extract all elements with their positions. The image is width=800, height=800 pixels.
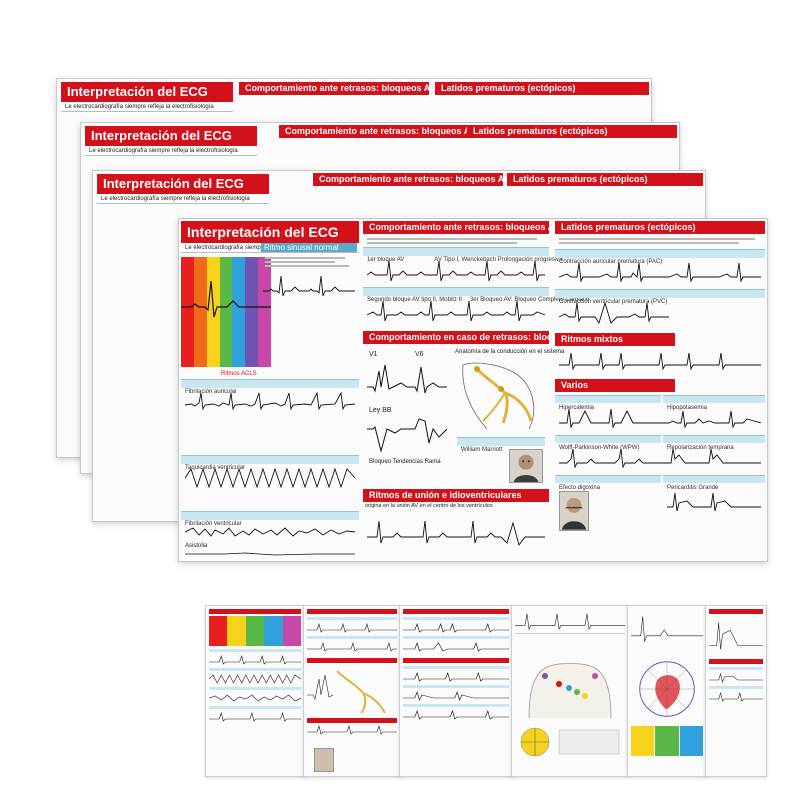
- sinus-panel: Interpretación del ECG Le electrocardiog…: [181, 221, 359, 561]
- av-block-title: Comportamiento ante retrasos: bloqueos A…: [313, 173, 503, 186]
- av-block-panel: Comportamiento ante retrasos: bloqueos A…: [313, 173, 503, 186]
- marriott-band: William Marriott: [457, 437, 545, 453]
- av-block-panel: Comportamiento ante retrasos: bloqueos A…: [279, 125, 469, 138]
- early-repol-band: Repolarización temprana: [663, 435, 765, 451]
- vt-band: Taquicardia ventricular: [181, 455, 359, 471]
- sheet-subtitle: Le electrocardiografía siempre refleja l…: [85, 146, 257, 156]
- rbbb-label: Bloqueo Tendencias Rama: [369, 459, 441, 465]
- junctional-trace: [367, 517, 545, 547]
- sinus-trace: [263, 273, 355, 299]
- premature-title: Latidos prematuros (ectópicos): [467, 125, 677, 138]
- sinus-panel: Interpretación del ECG Le electrocardiog…: [61, 82, 233, 112]
- pac-trace: [559, 261, 761, 283]
- lbbb-trace: [367, 415, 447, 455]
- sheet-title: Interpretación del ECG: [61, 82, 233, 102]
- av-row1-right: AV Tipo I, Wenckebach Prolongación progr…: [434, 257, 563, 263]
- william-marriott-portrait: [509, 449, 543, 483]
- mixed-trace: [559, 351, 761, 371]
- acls-label: Ritmos ACLS: [221, 371, 257, 377]
- wpw-band: Wolff-Parkinson-White (WPW): [555, 435, 661, 451]
- premature-panel: Latidos prematuros (ectópicos): [507, 173, 703, 186]
- sinus-detail-panel: Ritmo sinusal normal: [261, 243, 357, 373]
- av-row1-trace: [367, 259, 545, 283]
- premature-title: Latidos prematuros (ectópicos): [507, 173, 703, 186]
- sheet-subtitle: Le electrocardiografía siempre refleja l…: [61, 102, 233, 112]
- electrolyte-trace: [559, 407, 761, 429]
- vf-trace: [185, 523, 355, 541]
- fibrilation-band: Fibrilación auricular: [181, 379, 359, 395]
- av-block-panel: Comportamiento ante retrasos: bloqueos A…: [239, 82, 429, 95]
- thumbnail-av-blocks[interactable]: [303, 605, 401, 777]
- premature-panel: Latidos prematuros (ectópicos) Contracci…: [555, 221, 765, 561]
- lead-v6-label: V6: [415, 351, 424, 358]
- sinus-panel: Interpretación del ECG Le electrocardiog…: [97, 174, 269, 204]
- junctional-title: Ritmos de unión e idioventriculares: [363, 489, 549, 502]
- thumbnail-stemi[interactable]: [705, 605, 767, 777]
- lead-v1-label: V1: [369, 351, 378, 358]
- rhythms-mixed-title: Ritmos mixtos: [555, 333, 675, 346]
- premature-panel: Latidos prematuros (ectópicos): [467, 125, 677, 138]
- pericarditis-label: Pericarditis Grande: [667, 485, 719, 491]
- sinus-spectrum-trace: [181, 277, 271, 323]
- hyperkalemia-label: Hipercalemia: [559, 405, 595, 411]
- hyperkalemia-band: Hipercalemia: [555, 395, 661, 411]
- pac-label: Contracción auricular prematura (PAC): [559, 259, 663, 265]
- pericarditis-trace: [667, 491, 761, 515]
- thumbnail-ecg-interpretation[interactable]: [205, 605, 305, 777]
- av-row2-left: Segundo bloque AV tipo II, Mobitz II: [367, 297, 462, 303]
- digoxin-band: Efecto digoxina: [555, 475, 661, 491]
- sheet-title: Interpretación del ECG: [85, 126, 257, 146]
- wpw-label: Wolff-Parkinson-White (WPW): [559, 445, 640, 451]
- vf-band: Fibrilación ventricular: [181, 511, 359, 527]
- av-row2-right: 3er Bloqueo AV: Bloqueo Completo Cardiac…: [469, 297, 590, 303]
- pvc-label: Contracción ventricular prematura (PVC): [559, 299, 668, 305]
- av-row1-left: 1er bloque AV: [367, 257, 405, 263]
- lbbb-label: Ley BB: [369, 407, 392, 414]
- premature-title: Latidos prematuros (ectópicos): [435, 82, 649, 95]
- av-block-title: Comportamiento ante retrasos: bloqueos A…: [279, 125, 469, 138]
- pvc-band: Contracción ventricular prematura (PVC): [555, 289, 765, 305]
- sinus-label: Ritmo sinusal normal: [261, 243, 357, 252]
- sheet-subtitle: Le electrocardiografía siempre refleja l…: [97, 194, 269, 204]
- thumbnail-premature-beats[interactable]: [399, 605, 513, 777]
- chart-sheet-front: Interpretación del ECG Le electrocardiog…: [178, 218, 768, 562]
- rbbb-trace: [367, 361, 447, 401]
- heart-conduction-illustration: [457, 359, 543, 431]
- conduction-title: Comportamiento en caso de retrasos: bloq…: [363, 331, 549, 344]
- fibrilation-trace: [185, 391, 355, 411]
- marriott-label: William Marriott: [461, 447, 503, 453]
- early-repol-label: Repolarización temprana: [667, 445, 734, 451]
- sheet-title: Interpretación del ECG: [181, 221, 359, 243]
- hypokalemia-label: Hipopotasemia: [667, 405, 708, 411]
- asystole-label: Asistolia: [185, 543, 208, 549]
- dali-portrait: [559, 491, 589, 531]
- sheet-title: Interpretación del ECG: [97, 174, 269, 194]
- av-row2-band: Segundo bloque AV tipo II, Mobitz II 3er …: [363, 287, 589, 303]
- vf-label: Fibrilación ventricular: [185, 521, 242, 527]
- pvc-trace: [559, 301, 669, 325]
- fibrilation-label: Fibrilación auricular: [185, 389, 238, 395]
- pac-band: Contracción auricular prematura (PAC): [555, 249, 765, 265]
- wpw-trace: [559, 447, 761, 469]
- sinus-panel: Interpretación del ECG Le electrocardiog…: [85, 126, 257, 156]
- av-block-title: Comportamiento ante retrasos: bloqueos A…: [239, 82, 429, 95]
- pericarditis-band: Pericarditis Grande: [663, 475, 765, 491]
- junctional-sub: origina en la unión AV en el centro de l…: [365, 503, 493, 509]
- hypokalemia-band: Hipopotasemia: [663, 395, 765, 411]
- thumbnail-axis[interactable]: [627, 605, 707, 777]
- conduction-anatomy-label: Anatomía de la conducción en el sistema: [455, 349, 565, 355]
- vt-trace: [185, 467, 355, 489]
- asystole-trace: [185, 551, 355, 557]
- thumbnail-portrait: [314, 748, 334, 772]
- premature-title: Latidos prematuros (ectópicos): [555, 221, 765, 234]
- av-block-panel: Comportamiento ante retrasos: bloqueos A…: [363, 221, 589, 561]
- varios-title: Varios: [555, 379, 675, 392]
- av-row2-trace: [367, 299, 545, 323]
- thumbnail-lead-placement[interactable]: [511, 605, 629, 777]
- av-row1-band: 1er bloque AV AV Tipo I, Wenckebach Prolo…: [363, 247, 562, 263]
- av-block-title: Comportamiento ante retrasos: bloqueos A…: [363, 221, 549, 234]
- premature-panel: Latidos prematuros (ectópicos): [435, 82, 649, 95]
- digoxin-label: Efecto digoxina: [559, 485, 601, 491]
